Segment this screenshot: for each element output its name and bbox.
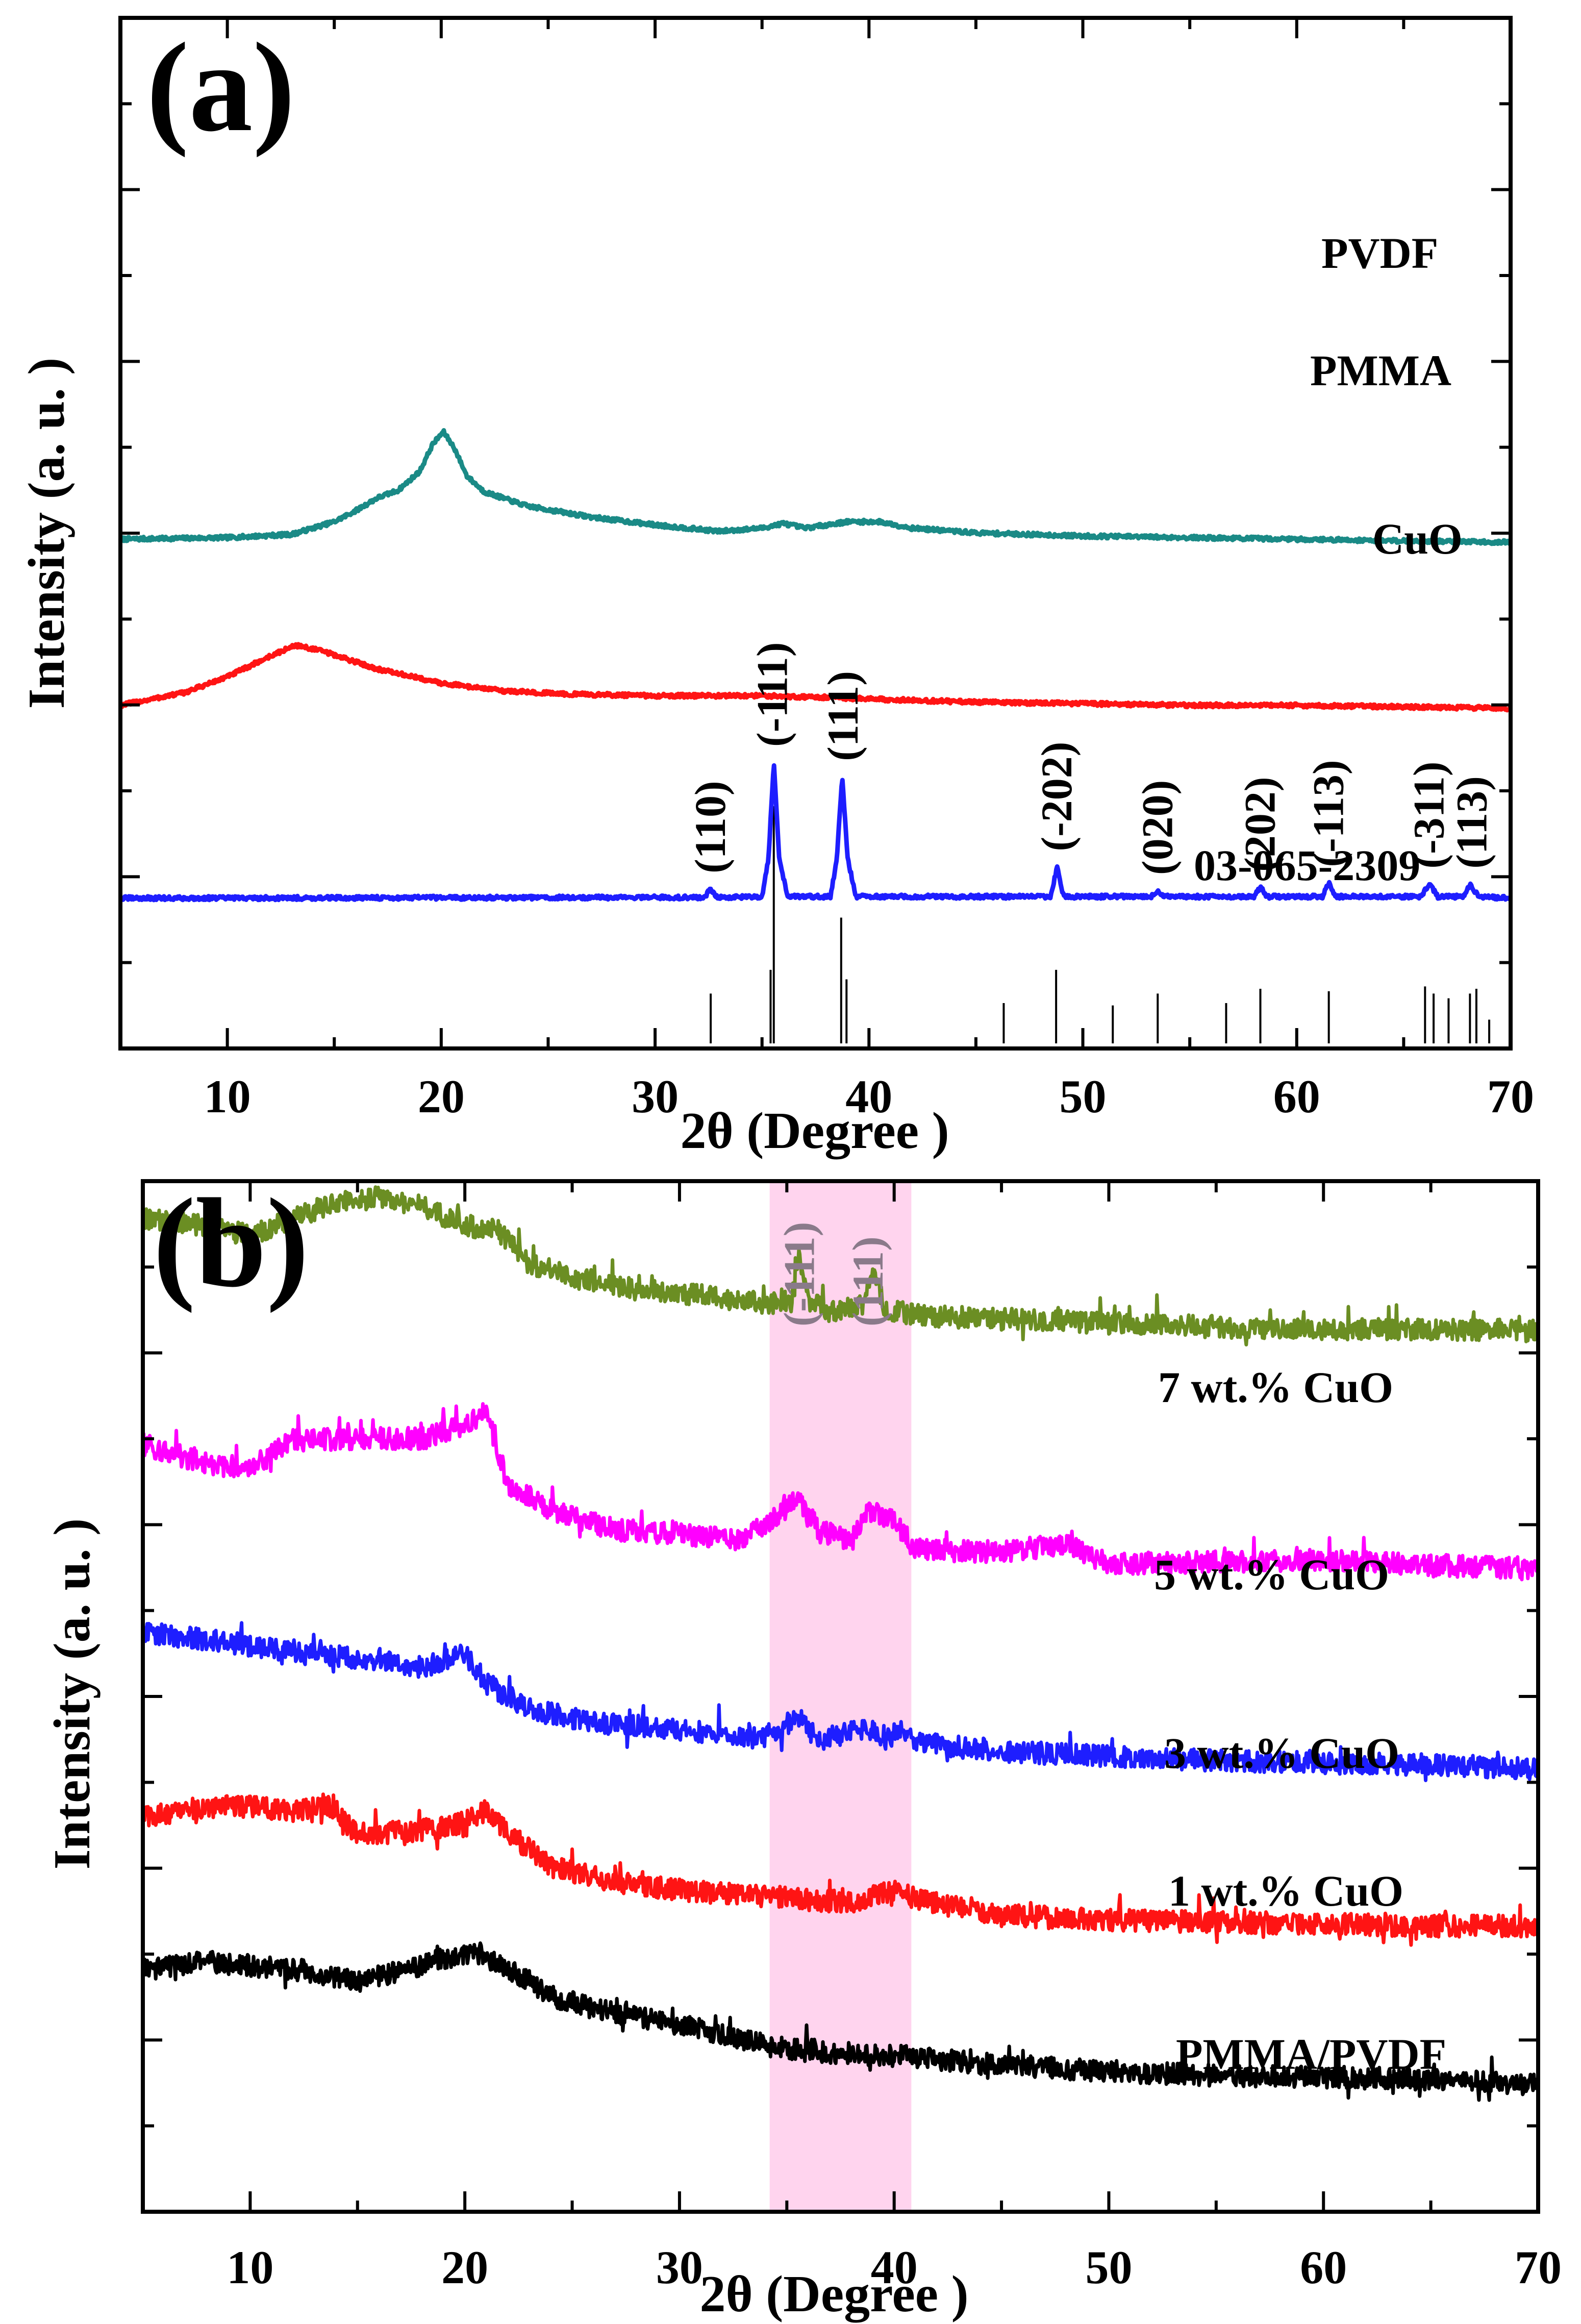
series-line-pmma xyxy=(118,642,1512,713)
x-tick-label-50: 50 xyxy=(1060,1070,1107,1122)
x-tick-label-40: 40 xyxy=(845,1070,892,1122)
series-line-1-wt-cuo xyxy=(141,1792,1539,1947)
panel-b-y-axis-title: Intensity (a. u. ) xyxy=(43,1518,101,1870)
series-label-cuo: CuO xyxy=(1372,514,1463,563)
peak-label-202: (202) xyxy=(1236,777,1285,872)
series-line-5-wt-cuo xyxy=(141,1402,1540,1582)
panel-b-x-axis-title: 2θ (Degree ) xyxy=(699,2265,968,2323)
x-tick-label-70: 70 xyxy=(1515,2241,1562,2293)
reference-pattern-label: 03-065-2309 xyxy=(1194,841,1420,890)
series-label-3wt-cuo: 3 wt.% CuO xyxy=(1164,1729,1399,1778)
peak-label-111: (-111) xyxy=(748,642,797,746)
x-tick-label-20: 20 xyxy=(418,1070,465,1122)
panel-b-axis-ticks xyxy=(141,1181,1540,2212)
panel-a-y-axis-title: Intensity (a. u. ) xyxy=(18,358,76,709)
panel-a-x-axis-title: 2θ (Degree ) xyxy=(680,1102,949,1160)
x-tick-label-60: 60 xyxy=(1300,2241,1347,2293)
panel-a-peak-labels: (110) (-111) (111) (-202) (020) (202) (-113) (-… xyxy=(686,642,1496,875)
series-label-pmma-pvdf: PMMA/PVDF xyxy=(1176,2030,1446,2079)
peak-label-111: (111) xyxy=(818,671,867,761)
x-tick-label-70: 70 xyxy=(1487,1070,1534,1122)
peak-label-202: (-202) xyxy=(1032,742,1081,852)
x-tick-label-40: 40 xyxy=(871,2241,918,2293)
x-tick-label-10: 10 xyxy=(204,1070,251,1122)
peak-label-113: (-113) xyxy=(1304,760,1353,867)
x-tick-label-50: 50 xyxy=(1085,2241,1132,2293)
series-line-7-wt-cuo xyxy=(141,1185,1540,1346)
panel-a-label: (a) xyxy=(146,17,295,158)
peak-label-110: (110) xyxy=(686,781,735,873)
panel-a-tick-labels: 10 20 30 40 50 60 70 xyxy=(204,1070,1534,1122)
panel-a-series xyxy=(118,428,1513,903)
series-line-cuo xyxy=(119,763,1512,903)
series-label-7wt-cuo: 7 wt.% CuO xyxy=(1158,1363,1393,1412)
series-label-1wt-cuo: 1 wt.% CuO xyxy=(1168,1866,1403,1915)
x-tick-label-60: 60 xyxy=(1273,1070,1320,1122)
panel-a-axis-ticks xyxy=(119,18,1512,1048)
band-peak-label-111: (-111) xyxy=(775,1222,824,1327)
panel-b-label: (b) xyxy=(153,1172,309,1314)
series-label-pmma: PMMA xyxy=(1310,346,1451,395)
panel-b: 10 20 30 40 50 60 70 (b) Intensity (a. u. ) 2θ… xyxy=(43,1172,1562,2323)
series-line-pmma-pvdf xyxy=(141,1941,1540,2102)
panel-b-series xyxy=(141,1185,1540,2102)
reference-pattern-sticks xyxy=(710,806,1491,1043)
x-tick-label-30: 30 xyxy=(632,1070,679,1122)
series-label-5wt-cuo: 5 wt.% CuO xyxy=(1154,1550,1389,1599)
series-label-pvdf: PVDF xyxy=(1321,229,1438,278)
band-peak-label-111: (111) xyxy=(843,1236,892,1327)
peak-label-020: (020) xyxy=(1133,780,1182,875)
panel-b-tick-labels: 10 20 30 40 50 60 70 xyxy=(227,2241,1562,2293)
panel-a: 10 20 30 40 50 60 70 (a) Intensity (a. u. ) 2θ… xyxy=(18,16,1534,1160)
panel-b-peak-labels: (-111) (111) xyxy=(775,1222,893,1327)
peak-label-113: (113) xyxy=(1447,776,1496,869)
series-line-3-wt-cuo xyxy=(141,1621,1540,1782)
peak-label-311: (-311) xyxy=(1404,761,1453,868)
series-line-pvdf xyxy=(118,428,1513,546)
x-tick-label-10: 10 xyxy=(227,2241,273,2293)
x-tick-label-20: 20 xyxy=(441,2241,488,2293)
x-tick-label-30: 30 xyxy=(656,2241,703,2293)
